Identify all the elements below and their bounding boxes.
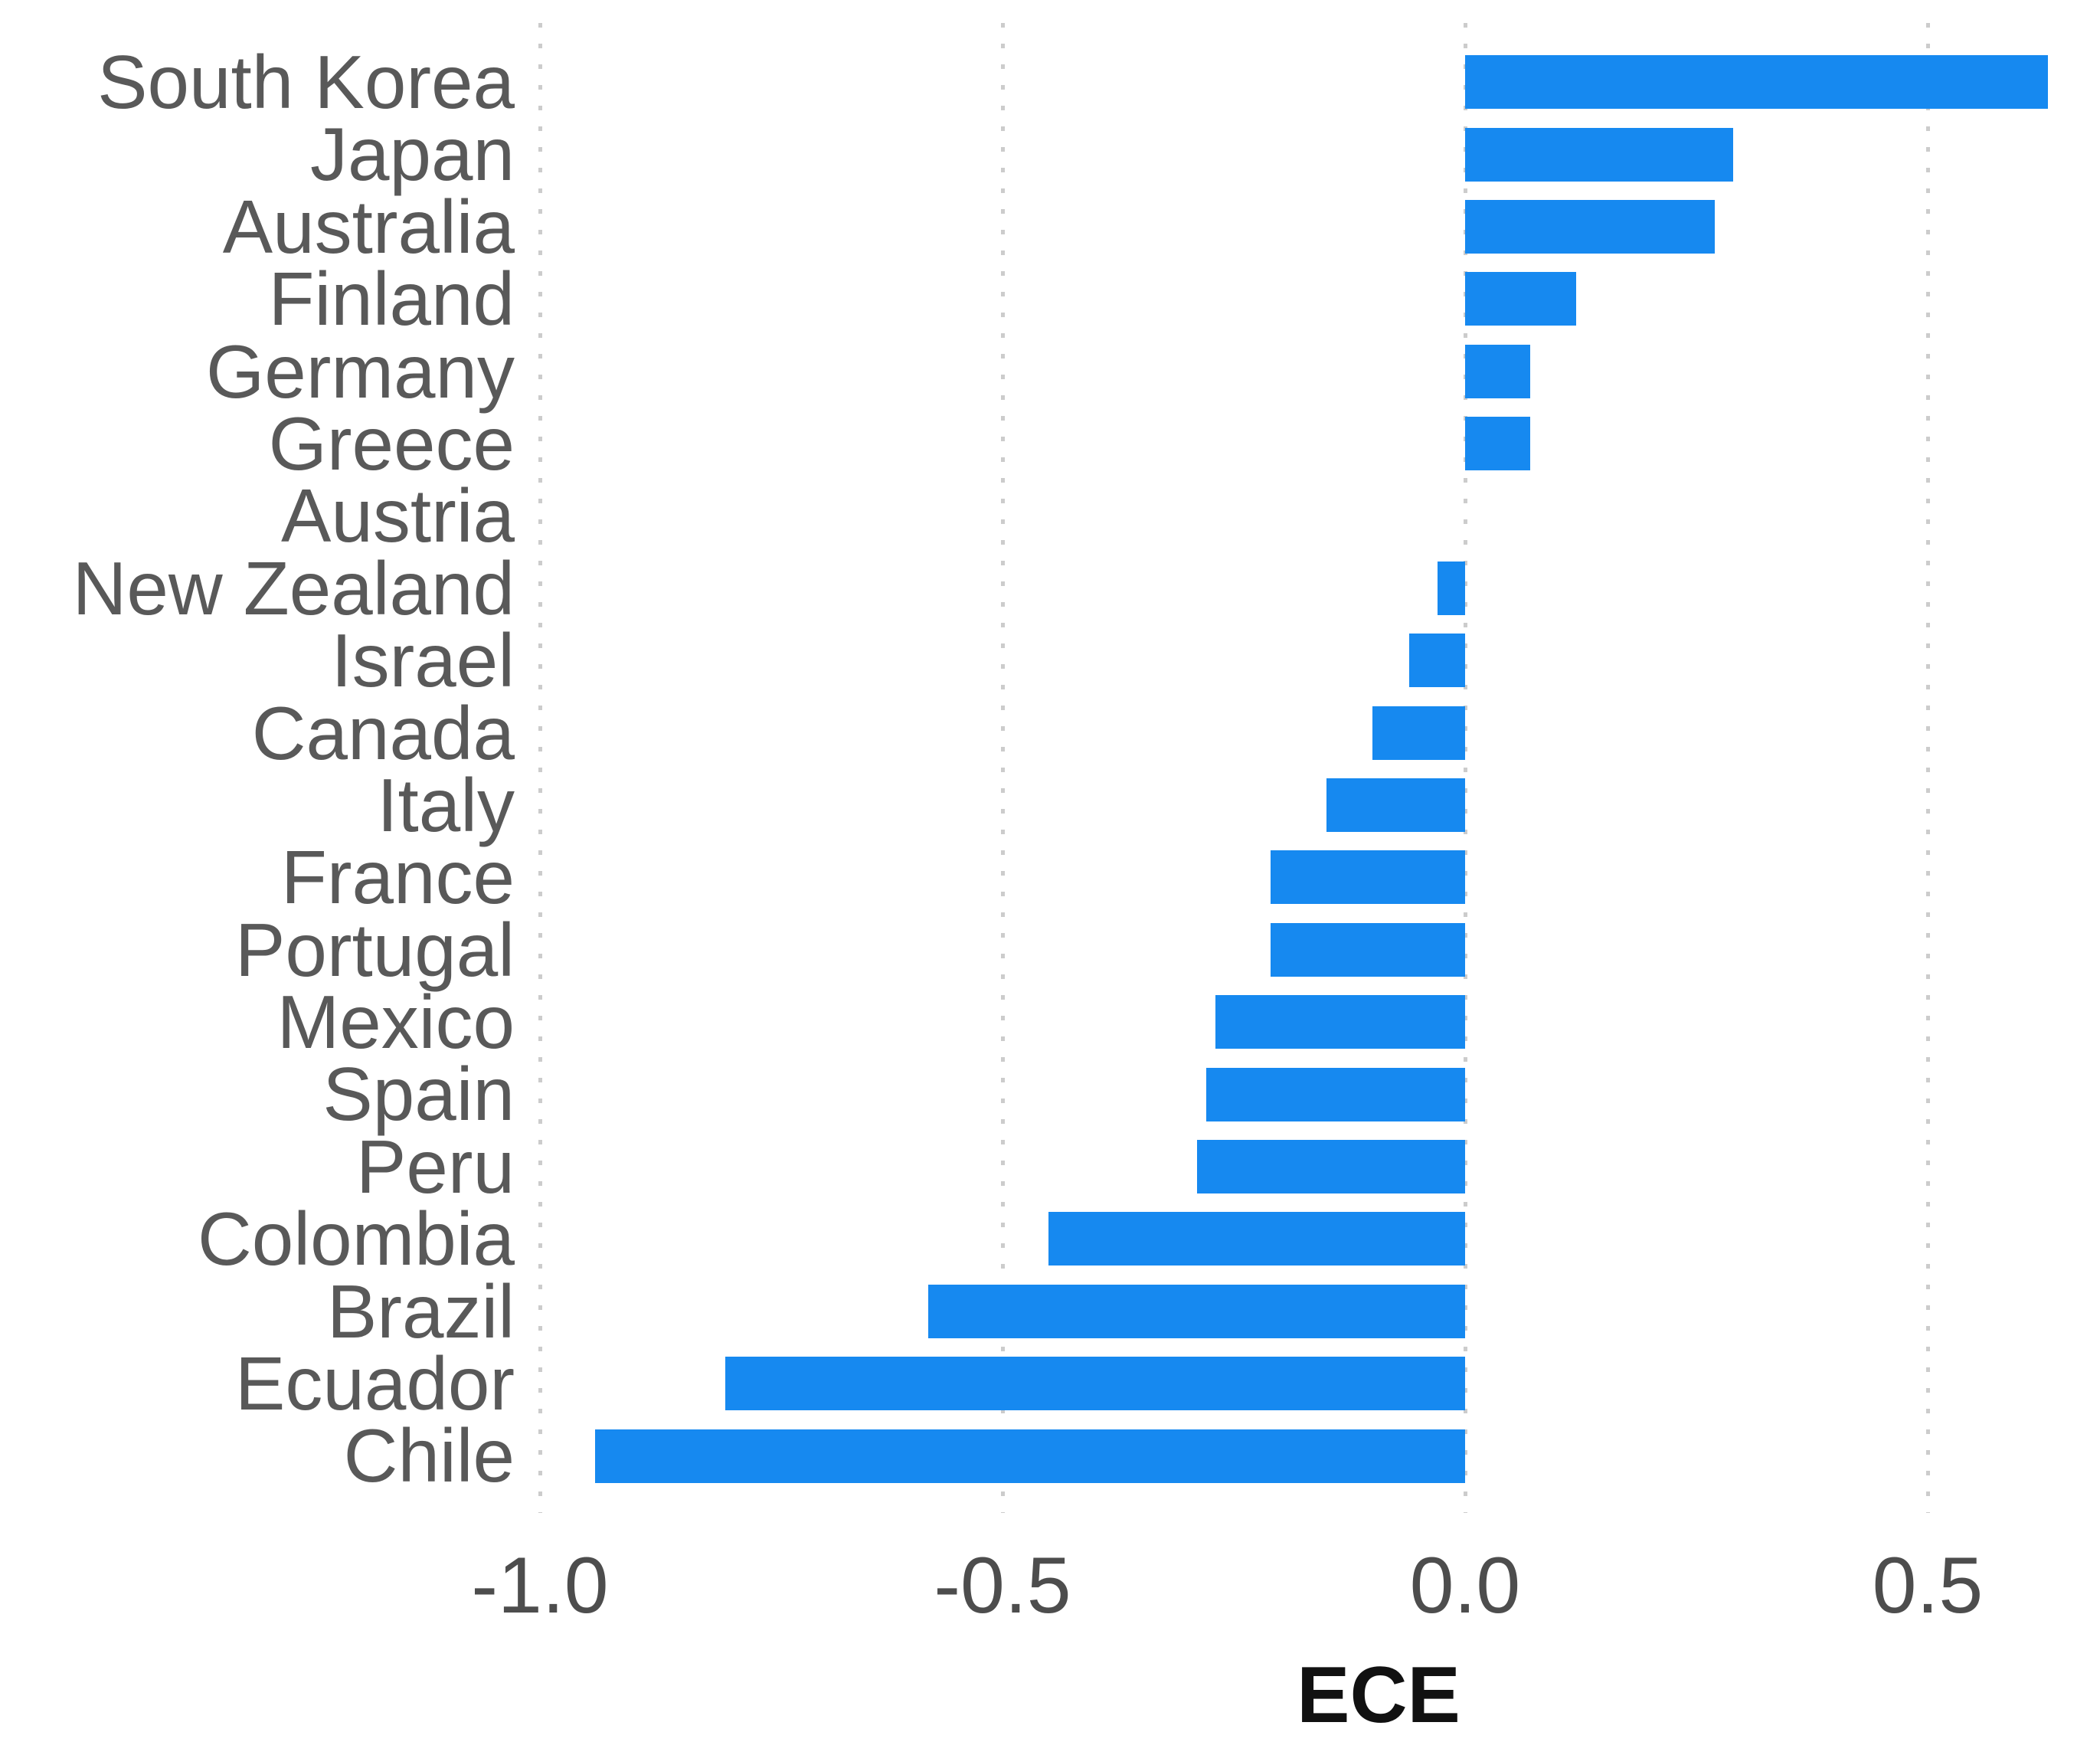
country-label: Greece xyxy=(268,401,515,486)
bar-row xyxy=(528,1419,2100,1491)
bar xyxy=(1437,561,1465,615)
bar xyxy=(928,1284,1465,1338)
country-label: Canada xyxy=(251,690,515,775)
x-axis-title-row: ECE xyxy=(0,1645,2100,1753)
bar xyxy=(1464,417,1530,471)
bar-row xyxy=(528,769,2100,841)
bar xyxy=(1048,1212,1465,1266)
country-label: Brazil xyxy=(326,1269,515,1354)
bar-row xyxy=(528,118,2100,190)
y-axis-labels: South Korea Japan Australia Finland Germany G… xyxy=(0,40,515,1498)
bar xyxy=(725,1357,1465,1411)
country-label: Colombia xyxy=(198,1197,515,1282)
bar-row xyxy=(528,1347,2100,1419)
gridline xyxy=(538,23,542,1513)
x-axis-title: ECE xyxy=(1297,1651,1461,1740)
x-tick-label: 0.5 xyxy=(1872,1541,1984,1630)
gridline xyxy=(1925,23,1930,1513)
bar xyxy=(1271,922,1465,977)
country-label: Peru xyxy=(355,1124,515,1209)
bar xyxy=(595,1429,1465,1483)
bar-row xyxy=(528,1275,2100,1347)
country-label: Israel xyxy=(331,618,515,703)
x-tick-label: -1.0 xyxy=(471,1541,609,1630)
x-tick-label: -0.5 xyxy=(934,1541,1071,1630)
country-label: Italy xyxy=(377,762,515,847)
x-tick-label: 0.0 xyxy=(1409,1541,1521,1630)
bar xyxy=(1464,127,1734,182)
bar xyxy=(1409,634,1465,688)
bar-row xyxy=(528,1058,2100,1130)
country-label: Germany xyxy=(205,329,515,414)
gridline xyxy=(1000,23,1005,1513)
bars-container xyxy=(528,46,2100,1492)
bar-row xyxy=(528,914,2100,986)
bar xyxy=(1464,272,1576,326)
bar xyxy=(1215,995,1465,1049)
country-label: Ecuador xyxy=(234,1341,515,1426)
bar-row xyxy=(528,480,2100,552)
bar-row xyxy=(528,336,2100,408)
bar xyxy=(1464,344,1530,398)
bar xyxy=(1205,1067,1465,1121)
country-label: Spain xyxy=(322,1052,515,1137)
bar-row xyxy=(528,624,2100,696)
bar-row xyxy=(528,841,2100,913)
country-label: Austria xyxy=(280,473,515,558)
bar xyxy=(1271,850,1465,905)
bar xyxy=(1372,706,1465,760)
bar-row xyxy=(528,697,2100,769)
plot-area xyxy=(528,23,2100,1513)
country-label: New Zealand xyxy=(72,545,515,630)
country-label: Finland xyxy=(268,257,515,342)
bar-row xyxy=(528,263,2100,335)
country-label: Portugal xyxy=(234,907,515,992)
bar-row xyxy=(528,1131,2100,1203)
bar-row xyxy=(528,408,2100,480)
bar xyxy=(1464,199,1716,254)
country-label: Australia xyxy=(222,184,515,269)
country-label: France xyxy=(280,835,515,920)
country-label: Chile xyxy=(343,1413,515,1498)
bar xyxy=(1464,55,2048,110)
bar-row xyxy=(528,552,2100,624)
bar-row xyxy=(528,191,2100,263)
bar xyxy=(1196,1140,1465,1194)
gridline xyxy=(1463,23,1467,1513)
country-label: Mexico xyxy=(276,980,515,1065)
country-label: South Korea xyxy=(97,40,515,124)
bar-row xyxy=(528,46,2100,118)
bar-row xyxy=(528,986,2100,1058)
bar xyxy=(1326,778,1465,833)
x-axis-tick-labels: -1.0 -0.5 0.0 0.5 xyxy=(0,1536,2100,1635)
bar-row xyxy=(528,1203,2100,1275)
country-label: Japan xyxy=(309,112,515,197)
